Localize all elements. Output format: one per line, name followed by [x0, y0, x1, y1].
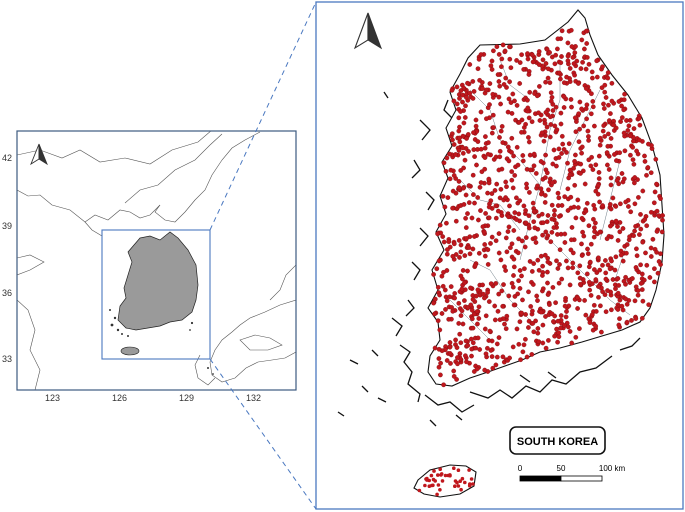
detail-map: SOUTH KOREA 0 50 100 km	[315, 1, 684, 510]
scale-tick-100: 100 km	[599, 464, 626, 473]
coastline-liaodong	[84, 221, 103, 237]
lat-label-33: 33	[2, 354, 12, 364]
overview-frame	[16, 130, 297, 391]
scale-tick-50: 50	[557, 464, 566, 473]
north-arrow-icon	[30, 143, 48, 166]
lon-label-132: 132	[246, 393, 261, 403]
north-arrow-icon	[353, 12, 383, 50]
jeju-island	[120, 346, 140, 356]
coastline-shikoku	[239, 334, 283, 351]
coastline-kyushu	[194, 354, 216, 386]
border-china-nk	[124, 133, 223, 204]
coastal-islands	[337, 91, 641, 427]
scale-bar: 0 50 100 km	[518, 464, 626, 482]
lon-label-123: 123	[45, 393, 60, 403]
title-box	[509, 426, 606, 455]
south-korea-shape	[117, 231, 199, 331]
coastline-bohai	[17, 189, 161, 223]
connector-line-top	[209, 1, 317, 231]
detail-frame	[315, 1, 684, 510]
coastline-honshu-north	[269, 264, 296, 301]
station-points	[417, 27, 665, 497]
coastline-east-china	[17, 299, 41, 390]
lat-label-36: 36	[2, 288, 12, 298]
lat-label-42: 42	[2, 153, 12, 163]
connector-line-bottom	[209, 358, 317, 510]
coastline-china	[17, 131, 212, 165]
scale-tick-0: 0	[518, 464, 523, 473]
map-title: SOUTH KOREA	[517, 436, 598, 448]
coastline-nk-east	[154, 131, 261, 223]
sw-islands	[109, 309, 214, 375]
coastline-shandong	[17, 254, 45, 276]
coastline-japan	[209, 299, 296, 383]
lat-label-39: 39	[2, 221, 12, 231]
lon-label-126: 126	[112, 393, 127, 403]
inset-extent-box	[101, 229, 211, 360]
overview-map: 42 39 36 33 123 126 129 132	[2, 130, 297, 403]
lon-label-129: 129	[179, 393, 194, 403]
